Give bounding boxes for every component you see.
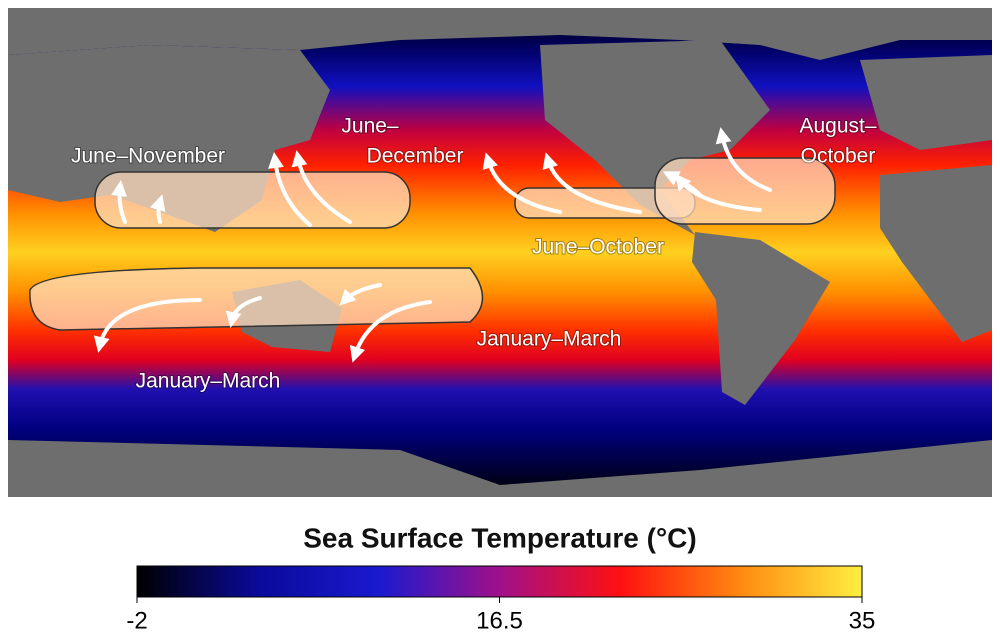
- north-america: [540, 40, 770, 235]
- region-label: January–March: [136, 370, 281, 393]
- region-label: June–November: [71, 145, 225, 168]
- colorbar: [136, 565, 863, 598]
- colorbar-title: Sea Surface Temperature (°C): [303, 522, 696, 553]
- region-label: December: [367, 145, 464, 168]
- storm-zone: [654, 157, 836, 225]
- region-label: January–March: [477, 328, 622, 351]
- south-america: [692, 232, 830, 405]
- colorbar-ticks: -2 16.5 35: [126, 597, 875, 634]
- arctic: [8, 8, 992, 60]
- europe: [860, 55, 992, 150]
- region-labels: June–November June– December August– October…: [70, 114, 878, 394]
- storm-zone: [94, 171, 411, 229]
- colorbar-tick-label: -2: [126, 607, 147, 634]
- antarctica: [8, 440, 992, 497]
- colorbar-tick-label: 16.5: [476, 607, 523, 634]
- storm-tracks: [93, 127, 772, 363]
- region-label: June–: [341, 115, 399, 138]
- colorbar-tick-label: 35: [849, 607, 876, 634]
- region-label: June–October: [532, 236, 664, 259]
- map: June–November June– December August– October…: [8, 8, 992, 497]
- africa: [880, 165, 992, 342]
- region-label: October: [801, 145, 876, 168]
- region-label: August–: [799, 115, 876, 138]
